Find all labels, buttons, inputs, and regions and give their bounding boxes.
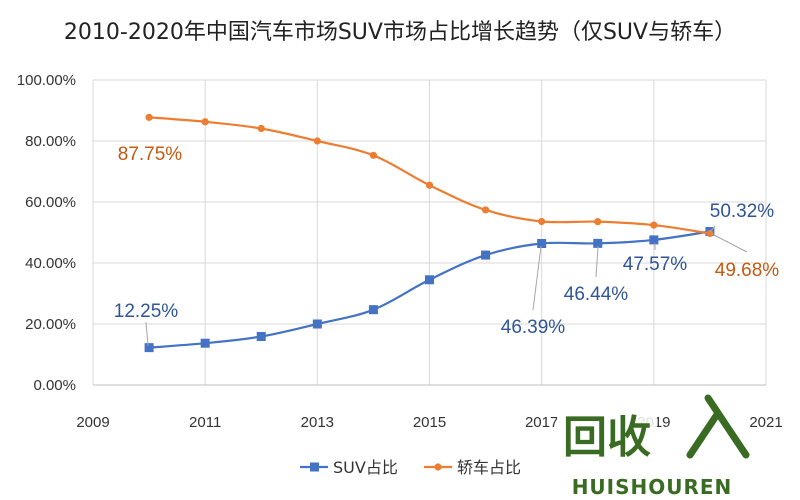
data-label: 49.68% [715,260,780,281]
data-point [537,239,547,249]
data-point [706,229,714,238]
legend-label: 轿车占比 [457,458,521,477]
x-tick-label: 2011 [189,414,221,431]
data-label: 46.39% [501,317,566,338]
data-point [649,235,659,245]
leader-line [711,233,748,253]
legend-marker [310,462,319,472]
legend-label: SUV占比 [333,458,398,477]
x-tick-label: 2013 [301,414,334,431]
axes: 0.00% 20.00% 40.00% 60.00% 80.00% 100.00% 2009… [17,72,783,431]
leader-line [595,245,599,278]
data-labels: 87.75% 12.25% 46.39% 46.44% 47.57% 50.32% 49.6… [114,144,780,347]
data-point [481,250,491,260]
data-point [538,217,546,226]
data-label: 50.32% [710,201,775,222]
data-point [593,238,603,248]
legend-item-suv[interactable]: SUV占比 [300,458,398,477]
legend[interactable]: SUV占比 轿车占比 [300,458,521,477]
x-tick-label: 2021 [749,414,782,431]
data-point [312,319,322,329]
data-point [650,221,658,229]
y-tick-label: 80.00% [25,133,76,150]
x-tick-label: 2015 [413,414,446,431]
y-tick-label: 40.00% [25,255,76,272]
data-point [368,305,378,315]
legend-item-sedan[interactable]: 轿车占比 [424,458,521,477]
data-point [425,181,434,189]
x-tick-label: 2009 [76,414,109,431]
y-tick-label: 20.00% [25,316,76,333]
data-point [201,118,209,126]
x-tick-label: 2017 [525,414,558,431]
leader-line [709,225,716,233]
data-point [200,338,210,348]
data-point [369,151,378,159]
watermark-site: HUISHOUREN [572,475,733,499]
data-point [257,124,265,133]
legend-marker [434,463,442,471]
series-layer [144,113,715,353]
data-point [145,113,153,121]
data-point [594,218,602,226]
y-tick-label: 60.00% [25,194,76,211]
data-label: 87.75% [118,144,183,165]
leader-line [145,321,149,347]
chart-title: 2010-2020年中国汽车市场SUV市场占比增长趋势（仅SUV与轿车） [64,20,736,45]
data-label: 47.57% [623,254,688,275]
person-icon [686,394,750,459]
watermark-logo: 回收 HUISHOUREN [557,394,750,499]
y-tick-label: 0.00% [33,377,76,394]
data-point [313,137,321,145]
leader-line [532,245,542,311]
series-sedan [145,113,714,238]
data-point [481,206,490,214]
watermark-brand: 回收 [563,412,651,463]
data-label: 12.25% [114,301,179,322]
data-point [256,332,266,342]
data-point [144,343,154,353]
y-tick-label: 100.00% [17,72,76,89]
data-label: 46.44% [564,284,629,305]
data-point [425,275,434,285]
gridlines [92,79,767,386]
